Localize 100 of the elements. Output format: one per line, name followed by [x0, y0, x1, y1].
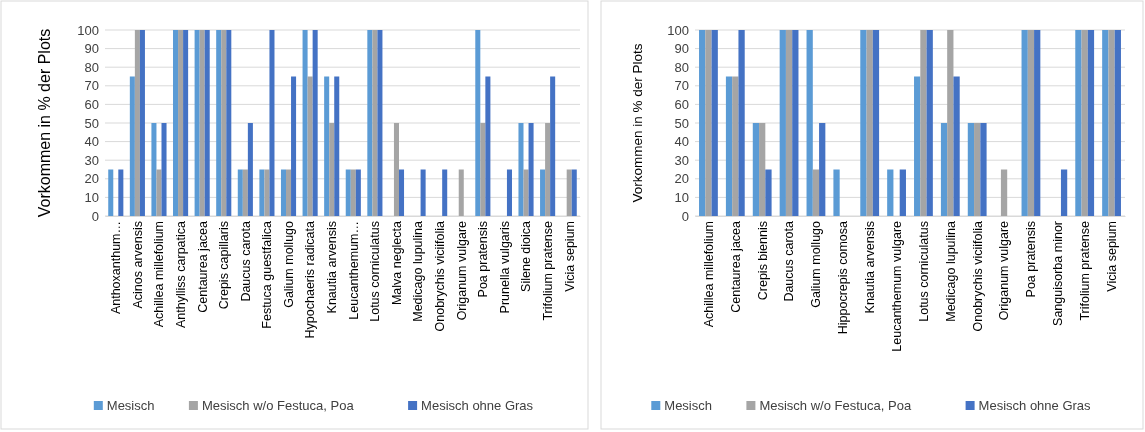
bar: [108, 169, 114, 216]
bar: [705, 30, 712, 216]
bar: [699, 30, 706, 216]
x-tick-label: Malva neglecta: [389, 220, 404, 306]
bar: [506, 169, 512, 216]
x-tick-label: Centaurea jacea: [728, 220, 743, 313]
bar: [372, 30, 378, 216]
x-tick-label: Vicia sepium: [562, 221, 577, 292]
x-tick-label: Daucus carota: [238, 220, 253, 302]
bar: [355, 169, 361, 216]
bar: [765, 169, 772, 216]
legend-label: Mesisch: [664, 398, 712, 413]
bar: [280, 169, 286, 216]
bar: [399, 169, 405, 216]
x-tick-label: Knautia arvensis: [863, 221, 878, 314]
bar: [914, 76, 921, 216]
x-tick-label: Onobrychis viciifolia: [433, 220, 448, 332]
bar: [725, 76, 733, 216]
bar: [887, 169, 894, 216]
x-tick-label: Acinos arvensis: [130, 221, 145, 309]
y-tick-label: 80: [84, 59, 99, 75]
bar: [259, 169, 265, 216]
bar: [1027, 30, 1035, 216]
bar: [302, 30, 308, 216]
bar: [269, 30, 275, 216]
bar: [566, 169, 572, 216]
x-tick-label: Knautia arvensis: [325, 221, 340, 314]
y-tick-label: 100: [667, 22, 689, 38]
bar: [540, 169, 546, 216]
y-tick-label: 20: [84, 171, 99, 187]
x-tick-label: Leucanthemum…: [346, 221, 361, 320]
x-tick-label: Daucus carota: [782, 220, 797, 302]
bar: [475, 30, 481, 216]
bar: [237, 169, 243, 216]
bar: [393, 123, 399, 216]
y-tick-label: 0: [91, 208, 99, 224]
bar: [247, 123, 253, 216]
bar: [1087, 30, 1095, 216]
bar: [833, 169, 840, 216]
x-tick-label: Anthoxanthum…: [109, 221, 124, 315]
bar: [420, 169, 426, 216]
y-tick-label: 60: [674, 97, 689, 113]
x-tick-label: Centaurea jacea: [195, 220, 210, 313]
bar: [307, 76, 313, 216]
bar: [571, 169, 577, 216]
y-tick-label: 70: [84, 78, 99, 94]
bar: [458, 169, 464, 216]
x-tick-label: Achillea millefolium: [701, 221, 716, 328]
y-tick-label: 70: [674, 78, 689, 94]
y-tick-label: 40: [84, 134, 99, 150]
bar: [480, 123, 486, 216]
y-tick-label: 20: [674, 171, 689, 187]
bar: [129, 76, 135, 216]
bar: [785, 30, 793, 216]
x-tick-label: Hippocrepis comosa: [836, 220, 851, 335]
bar: [940, 123, 948, 216]
x-tick-label: Festuca guestfalica: [260, 220, 275, 329]
x-tick-label: Anthylliss carpatica: [173, 220, 188, 328]
x-tick-label: Crepis biennis: [755, 221, 770, 301]
bar: [334, 76, 340, 216]
bar: [367, 30, 373, 216]
bar: [1108, 30, 1115, 216]
x-tick-label: Lotus corniculatus: [916, 221, 931, 322]
legend-label: Mesisch ohne Gras: [978, 398, 1092, 413]
y-tick-label: 90: [84, 41, 99, 57]
bar: [1102, 30, 1109, 216]
bar: [151, 123, 157, 216]
y-tick-label: 0: [681, 208, 689, 224]
x-tick-label: Medicago lupulina: [943, 220, 958, 322]
bar: [1034, 30, 1041, 216]
bar: [752, 123, 760, 216]
bar: [872, 30, 880, 216]
legend-label: Mesisch w/o Festuca, Poa: [201, 398, 355, 413]
bar: [324, 76, 330, 216]
bar: [980, 123, 987, 216]
bar: [1081, 30, 1088, 216]
bar: [528, 123, 534, 216]
x-tick-label: Sanguisorba minor: [1051, 221, 1066, 326]
bar: [1114, 30, 1121, 216]
x-tick-label: Medicago lupulina: [411, 220, 426, 322]
bar: [377, 30, 383, 216]
bar: [264, 169, 270, 216]
y-tick-label: 80: [674, 59, 689, 75]
bar: [860, 30, 867, 216]
y-tick-label: 50: [674, 115, 689, 131]
bar: [1075, 30, 1082, 216]
bar: [738, 30, 745, 216]
y-tick-label: 30: [84, 152, 99, 168]
x-tick-label: Onobrychis viciifolia: [970, 220, 985, 332]
x-tick-label: Lotus corniculatus: [368, 221, 383, 322]
x-tick-label: Prunella vulgaris: [497, 221, 512, 314]
bar: [312, 30, 318, 216]
bar: [974, 123, 981, 216]
bar: [523, 169, 529, 216]
x-tick-label: Trifolium pratense: [540, 220, 555, 321]
x-tick-label: Galium mollugo: [281, 220, 296, 308]
bar: [806, 30, 813, 216]
bar: [242, 169, 248, 216]
y-tick-label: 30: [674, 152, 689, 168]
bar: [134, 30, 140, 216]
